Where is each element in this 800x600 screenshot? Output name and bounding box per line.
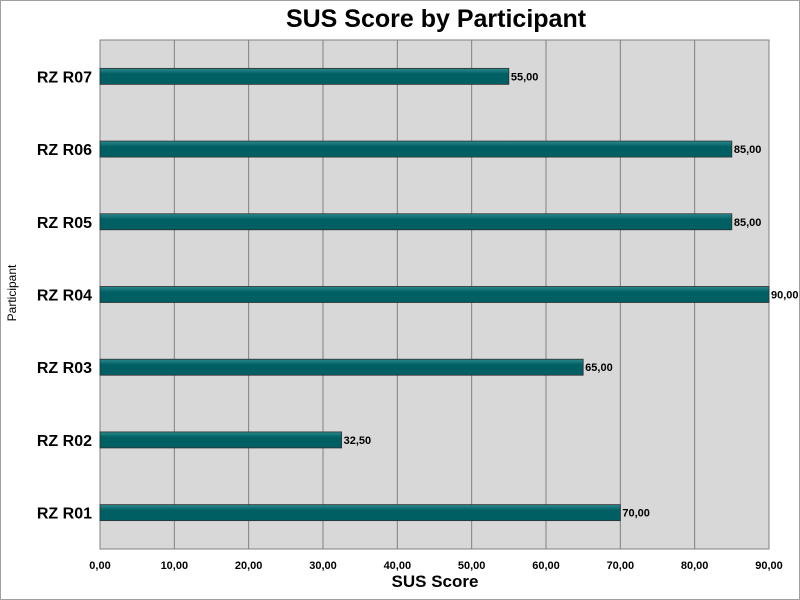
x-tick-labels: 0,00 10,00 20,00 30,00 40,00 50,00 60,00 70,00 8… (89, 560, 782, 572)
data-label: 70,00 (622, 508, 650, 520)
data-label: 85,00 (734, 217, 762, 229)
category-label: RZ R07 (37, 69, 92, 86)
category-label: RZ R02 (37, 433, 92, 450)
x-tick-label: 80,00 (681, 560, 709, 572)
bar (99, 140, 733, 158)
x-tick-label: 0,00 (89, 560, 110, 572)
bar (99, 504, 621, 522)
bar (99, 286, 770, 303)
data-label: 55,00 (511, 71, 539, 83)
x-tick-label: 30,00 (309, 560, 337, 572)
data-label: 65,00 (585, 362, 613, 374)
x-tick-label: 70,00 (607, 560, 635, 572)
bar (99, 431, 342, 449)
category-label: RZ R06 (37, 142, 92, 159)
bar (99, 213, 733, 231)
data-label: 85,00 (734, 144, 762, 156)
data-label: 32,50 (344, 435, 372, 447)
category-label: RZ R03 (37, 360, 92, 377)
x-tick-label: 50,00 (458, 560, 486, 572)
category-label: RZ R01 (37, 506, 92, 523)
category-label: RZ R04 (37, 288, 92, 305)
bar (99, 358, 584, 376)
x-axis-title: SUS Score (392, 572, 479, 591)
category-labels: RZ R01 RZ R02 RZ R03 RZ R04 RZ R05 RZ R06 RZ R… (37, 69, 92, 522)
bars (99, 67, 770, 522)
bar (99, 67, 510, 85)
x-tick-label: 20,00 (235, 560, 263, 572)
x-tick-label: 90,00 (755, 560, 783, 572)
data-label: 90,00 (771, 290, 799, 302)
x-tick-label: 60,00 (532, 560, 560, 572)
y-axis-title: Participant (5, 264, 19, 321)
chart-title: SUS Score by Participant (286, 5, 587, 33)
x-tick-label: 10,00 (161, 560, 189, 572)
data-labels: 70,00 32,50 65,00 90,00 85,00 85,00 55,00 (344, 71, 799, 519)
category-label: RZ R05 (37, 215, 92, 232)
x-tick-label: 40,00 (384, 560, 412, 572)
